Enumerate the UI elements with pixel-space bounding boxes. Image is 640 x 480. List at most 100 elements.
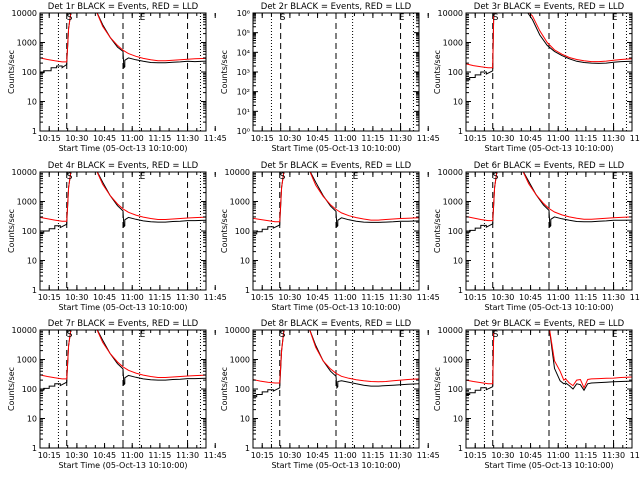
reference-lines: [57, 330, 201, 448]
y-tick-label: 10: [453, 257, 463, 266]
series-line-lld: [40, 13, 206, 63]
y-tick-label: 10: [453, 415, 463, 424]
x-tick-label: 11:30: [389, 134, 412, 143]
x-tick-label: 11:15: [148, 451, 171, 460]
x-tick-label: 10:15: [38, 293, 61, 302]
y-tick-label: 10²: [237, 88, 250, 97]
flare-marker-e: E: [612, 330, 618, 340]
y-axis-label: Counts/sec: [220, 209, 229, 253]
y-axis-label: Counts/sec: [7, 367, 16, 411]
y-axis-label: Counts/sec: [433, 209, 442, 253]
x-axis-label: Start Time (05-Oct-13 10:10:00): [58, 461, 187, 470]
y-axis-label: Counts/sec: [433, 50, 442, 94]
x-tick-label: 11:15: [361, 293, 384, 302]
series-group: [40, 330, 206, 391]
panel-det-2: 10⁰ 10¹ 10² 10³ 10⁴ 10⁵ 10⁶ 10:15 10:30 10:45 11:0…: [220, 2, 440, 153]
y-axis-label: Counts/sec: [7, 209, 16, 253]
panel-det-5: 1 10 100 1000 10000 10:15 10:30 10:45 11:00 11:15…: [220, 161, 440, 312]
reference-lines: [483, 172, 627, 290]
y-tick-label: 1000: [443, 198, 463, 207]
x-tick-label: 10:15: [464, 451, 487, 460]
x-tick-label: 11:30: [176, 134, 199, 143]
x-tick-label: 10:15: [38, 134, 61, 143]
panel-det-6: 1 10 100 1000 10000 10:15 10:30 10:45 11:00 11:15…: [433, 161, 640, 312]
x-tick-label: 11:00: [121, 293, 144, 302]
series-line-events: [466, 330, 632, 395]
y-axis-label: Counts/sec: [220, 50, 229, 94]
flare-marker-s: S: [280, 330, 286, 340]
x-tick-label: 11:45: [417, 293, 440, 302]
x-tick-label: 10:30: [491, 451, 514, 460]
x-tick-label: 10:30: [491, 134, 514, 143]
reference-lines: [270, 172, 414, 290]
x-tick-label: 10:45: [93, 451, 116, 460]
panel-title: Det 3r BLACK = Events, RED = LLD: [474, 2, 625, 12]
y-tick-label: 1: [245, 286, 250, 295]
x-tick-label: 11:30: [176, 451, 199, 460]
flare-marker-s: S: [280, 172, 286, 182]
flare-marker-e: E: [399, 330, 405, 340]
x-tick-label: 10:30: [278, 134, 301, 143]
series-line-lld: [253, 330, 419, 384]
x-axis-label: Start Time (05-Oct-13 10:10:00): [271, 461, 400, 470]
panel-title: Det 8r BLACK = Events, RED = LLD: [261, 319, 412, 329]
series-line-lld: [40, 172, 206, 222]
series-line-lld: [253, 172, 419, 223]
y-tick-label: 10: [240, 257, 250, 266]
flare-marker-e: E: [353, 172, 359, 182]
panel-det-9: 1 10 100 1000 10000 10:15 10:30 10:45 11:00 11:15…: [433, 319, 640, 470]
x-tick-label: 10:45: [306, 293, 329, 302]
x-axis-label: Start Time (05-Oct-13 10:10:00): [58, 303, 187, 312]
x-tick-label: 10:45: [306, 134, 329, 143]
y-tick-label: 10000: [12, 168, 37, 177]
series-line-lld: [466, 330, 632, 390]
panel-det-3: 1 10 100 1000 10000 10:15 10:30 10:45 11:00 11:15…: [433, 2, 640, 153]
x-tick-label: 11:15: [361, 134, 384, 143]
panel-title: Det 7r BLACK = Events, RED = LLD: [48, 319, 199, 329]
y-tick-label: 1000: [230, 356, 250, 365]
reference-lines: [57, 13, 201, 131]
x-tick-label: 10:15: [251, 293, 274, 302]
y-tick-label: 10000: [438, 168, 463, 177]
x-tick-label: 10:30: [65, 293, 88, 302]
series-line-events: [253, 172, 419, 235]
x-tick-label: 11:15: [574, 134, 597, 143]
reference-lines: [57, 172, 201, 290]
y-tick-label: 1: [32, 127, 37, 136]
y-tick-label: 1: [32, 286, 37, 295]
x-axis-label: Start Time (05-Oct-13 10:10:00): [484, 461, 613, 470]
series-line-events: [466, 172, 632, 233]
series-line-lld: [466, 13, 632, 69]
x-tick-label: 11:00: [547, 134, 570, 143]
x-tick-label: 11:00: [547, 293, 570, 302]
y-tick-label: 1000: [17, 198, 37, 207]
y-tick-label: 100: [448, 385, 463, 394]
x-tick-label: 11:45: [630, 451, 640, 460]
flare-marker-s: S: [493, 13, 499, 23]
x-tick-label: 11:30: [389, 293, 412, 302]
y-tick-label: 1000: [230, 198, 250, 207]
panel-title: Det 2r BLACK = Events, RED = LLD: [261, 2, 412, 12]
y-tick-label: 10: [27, 257, 37, 266]
flare-marker-e: E: [399, 13, 405, 23]
x-tick-label: 10:15: [38, 451, 61, 460]
y-tick-label: 10000: [225, 326, 250, 335]
x-tick-label: 10:30: [278, 451, 301, 460]
x-tick-label: 10:15: [464, 293, 487, 302]
x-tick-label: 10:30: [491, 293, 514, 302]
x-tick-label: 11:45: [204, 451, 227, 460]
series-group: [40, 172, 206, 234]
x-tick-label: 11:00: [121, 134, 144, 143]
x-tick-label: 11:15: [361, 451, 384, 460]
y-axis-label: Counts/sec: [220, 367, 229, 411]
y-tick-label: 10: [240, 415, 250, 424]
y-tick-label: 100: [22, 227, 37, 236]
series-group: [40, 13, 206, 74]
y-tick-label: 10⁶: [237, 9, 250, 18]
y-tick-label: 1000: [17, 356, 37, 365]
y-tick-label: 100: [235, 385, 250, 394]
flare-marker-s: S: [280, 13, 286, 23]
x-tick-label: 11:00: [121, 451, 144, 460]
x-tick-label: 10:15: [464, 134, 487, 143]
y-tick-label: 10³: [237, 68, 250, 77]
